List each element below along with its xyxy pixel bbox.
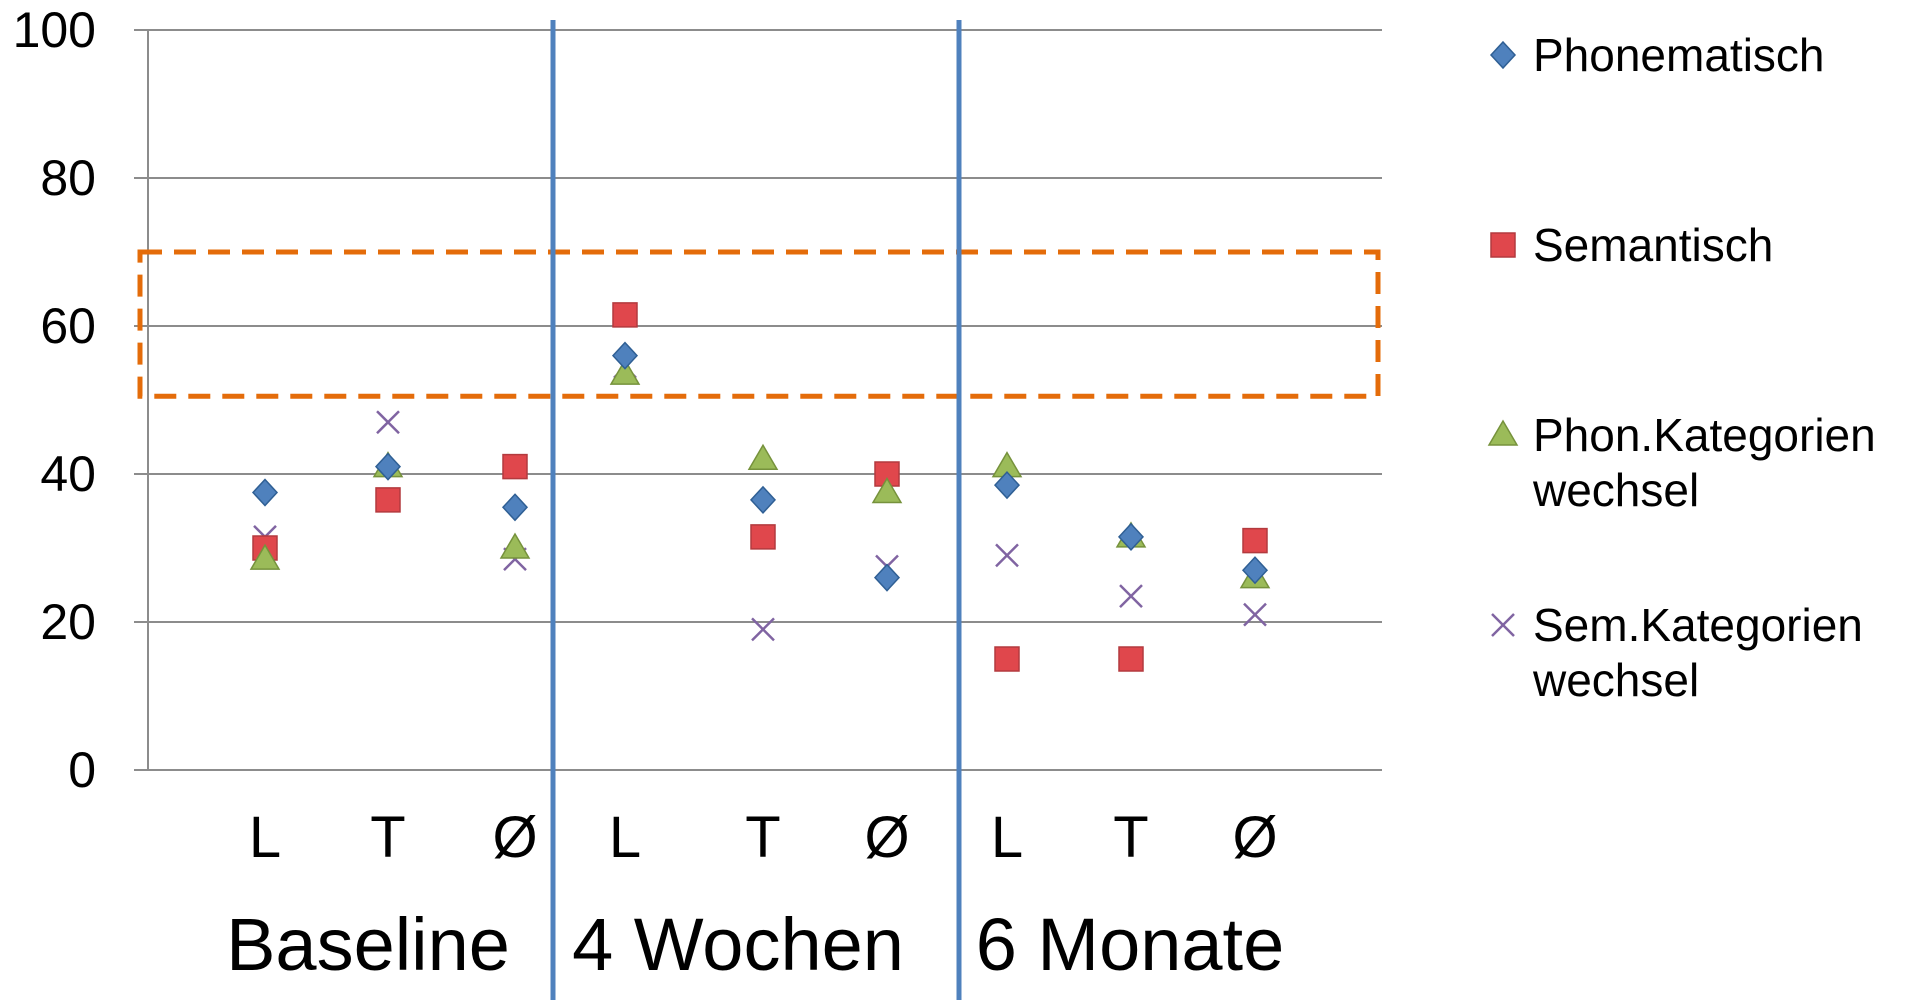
x-category-label: Ø	[492, 805, 537, 870]
x-stroke	[1491, 613, 1515, 637]
x-category-label: T	[370, 805, 405, 870]
x-category-label: Ø	[864, 805, 909, 870]
point-x	[376, 410, 400, 435]
point-x	[751, 617, 775, 642]
y-tick-label: 20	[40, 594, 96, 650]
y-tick-label: 80	[40, 150, 96, 206]
legend-label: wechsel	[1532, 464, 1699, 516]
x-category-label: T	[745, 805, 780, 870]
x-group-label: 4 Wochen	[572, 903, 904, 986]
point-x	[995, 543, 1019, 568]
point-square	[1242, 527, 1268, 554]
x-category-label: T	[1113, 805, 1148, 870]
y-tick-label: 0	[68, 742, 96, 798]
point-square	[612, 302, 638, 328]
point-diamond	[611, 341, 639, 370]
x-stroke	[1243, 602, 1267, 627]
point-triangle	[249, 543, 281, 570]
point-diamond	[501, 493, 529, 522]
point-square	[502, 453, 528, 480]
highlight-band	[137, 249, 1381, 399]
y-tick-label: 60	[40, 298, 96, 354]
y-axis: 0 20 40 60 80 100	[13, 2, 149, 798]
data-points	[249, 302, 1271, 672]
point-diamond	[251, 478, 279, 507]
point-triangle	[747, 443, 779, 470]
x-category-label: L	[991, 805, 1023, 870]
x-stroke	[1119, 584, 1143, 608]
legend-entry: Semantisch	[1490, 219, 1773, 271]
y-tick-label: 100	[13, 2, 96, 58]
legend-marker-x	[1491, 613, 1515, 637]
x-stroke	[376, 410, 400, 435]
legend-label: Semantisch	[1533, 219, 1773, 271]
point-diamond	[993, 470, 1021, 500]
point-x	[1119, 584, 1143, 608]
x-group-label: Baseline	[226, 903, 510, 986]
group-separators	[550, 20, 962, 1000]
x-stroke	[751, 617, 775, 642]
grid-lines	[148, 29, 1382, 771]
point-x	[1243, 602, 1267, 627]
point-diamond	[749, 485, 777, 515]
point-square	[750, 524, 776, 550]
point-square	[1118, 646, 1144, 672]
point-triangle	[499, 532, 531, 559]
legend-label: Phonematisch	[1533, 29, 1825, 81]
legend: PhonematischSemantischPhon.Kategorienwec…	[1487, 29, 1876, 706]
point-square	[994, 646, 1020, 672]
legend-label: wechsel	[1532, 654, 1699, 706]
highlight-band-rect	[137, 249, 1381, 399]
point-triangle	[609, 358, 641, 385]
point-diamond	[374, 452, 402, 481]
legend-marker-diamond	[1489, 40, 1517, 70]
x-category-label: L	[609, 805, 641, 870]
legend-label: Sem.Kategorien	[1533, 599, 1863, 651]
x-category-label: Ø	[1232, 805, 1277, 870]
x-group-label: 6 Monate	[976, 903, 1285, 986]
legend-marker-square	[1490, 232, 1516, 258]
x-category-label: L	[249, 805, 281, 870]
y-tick-label: 40	[40, 446, 96, 502]
point-diamond	[1117, 522, 1145, 552]
point-diamond	[873, 563, 901, 592]
legend-marker-triangle	[1487, 419, 1519, 446]
legend-label: Phon.Kategorien	[1533, 409, 1876, 461]
point-diamond	[1241, 556, 1269, 585]
legend-entry: Phonematisch	[1489, 29, 1825, 81]
x-stroke	[995, 543, 1019, 568]
point-square	[375, 487, 401, 513]
point-triangle	[871, 477, 903, 504]
x-axis-labels: L T Ø L T Ø L T Ø Baseline 4 Wochen 6 Monate	[226, 805, 1284, 986]
